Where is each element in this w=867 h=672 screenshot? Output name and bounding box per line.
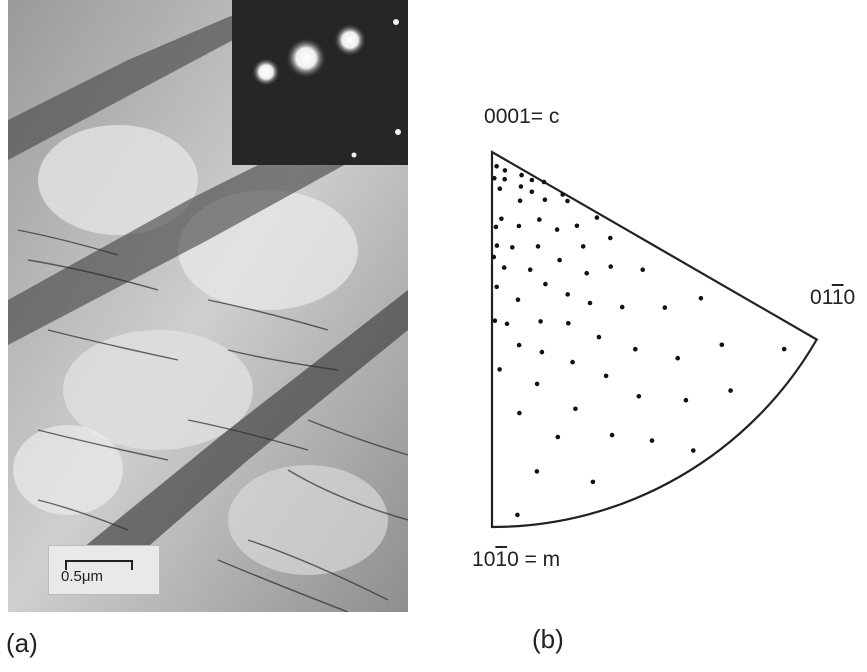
miller-index-digit: 0 [495, 105, 508, 128]
ipf-point [719, 342, 725, 348]
ipf-point [603, 373, 609, 379]
miller-index-digit: 1 [831, 286, 844, 309]
miller-index-digit: 1 [519, 105, 531, 128]
pole-suffix: = c [530, 105, 560, 128]
miller-index-digit: 1 [472, 548, 484, 571]
ipf-point [534, 469, 540, 474]
ipf-point [504, 321, 510, 327]
ipf-point [608, 235, 613, 241]
ipf-point [517, 198, 523, 203]
ipf-points [491, 164, 787, 518]
ipf-point [493, 224, 499, 230]
ipf-point [675, 355, 680, 361]
ipf-point [596, 334, 602, 340]
pole-label-0001: 0001= c [484, 105, 559, 129]
ipf-point [594, 215, 600, 220]
ipf-point [565, 292, 570, 297]
ipf-point [566, 321, 571, 326]
ipf-point [541, 179, 547, 185]
ipf-point [527, 267, 533, 272]
ipf-point [494, 243, 500, 248]
ipf-point [537, 217, 542, 222]
ipf-point [501, 265, 507, 270]
ipf-point [510, 245, 515, 250]
ipf-point [662, 305, 668, 310]
miller-index-digit: 1 [821, 286, 832, 309]
ipf-point [535, 244, 541, 249]
ipf-point [529, 177, 535, 183]
scale-bar [65, 560, 133, 570]
pole-label-01-10: 0110 [810, 286, 855, 310]
ipf-point [683, 397, 689, 403]
pole-suffix: = m [518, 548, 561, 571]
ipf-point [781, 346, 787, 352]
ipf-point [633, 346, 638, 352]
ipf-point [573, 406, 578, 412]
ipf-point [649, 438, 655, 443]
ipf-point [492, 318, 498, 323]
ipf-point [497, 367, 502, 372]
scale-bar-box: 0.5μm [48, 545, 160, 595]
ipf-point [543, 281, 548, 287]
ipf-point [542, 197, 548, 202]
miller-index-digit: 0 [843, 286, 856, 309]
miller-index-digit: 0 [507, 105, 520, 128]
ipf-point [580, 244, 586, 249]
tem-micrograph: 0.5μm [8, 0, 408, 612]
panel-label-a: (a) [6, 628, 38, 658]
miller-index-digit: 0 [810, 286, 822, 309]
ipf-point [515, 512, 520, 518]
ipf-point [539, 349, 545, 355]
ipf-point [557, 257, 562, 263]
ipf-point [516, 223, 522, 229]
micrograph-image [8, 0, 408, 612]
ipf-point [538, 319, 543, 324]
ipf-point [497, 186, 503, 191]
ipf-point [518, 184, 524, 189]
ipf-triangle-outline [490, 150, 819, 529]
ipf-point [609, 432, 615, 438]
ipf-point [590, 479, 596, 485]
scale-bar-label: 0.5μm [61, 568, 103, 585]
ipf-point [515, 297, 521, 302]
miller-index-digit: 0 [483, 548, 496, 571]
pole-label-10-10: 1010 = m [472, 548, 560, 572]
ipf-point [691, 448, 696, 453]
ipf-point [555, 434, 561, 440]
miller-index-digit: 1 [495, 548, 508, 571]
ipf-point [494, 284, 499, 290]
ipf-point [554, 227, 560, 232]
ipf-point [698, 296, 704, 301]
ipf-point [502, 168, 508, 173]
ipf-point [584, 270, 589, 276]
ipf-point [565, 198, 570, 204]
ipf-point [491, 254, 497, 260]
miller-index-digit: 0 [507, 548, 519, 571]
ipf-point [636, 394, 642, 399]
inverse-pole-figure [490, 150, 819, 529]
ipf-point [534, 381, 540, 387]
ipf-point [492, 175, 497, 181]
ipf-point [574, 223, 580, 229]
ipf-point [517, 410, 522, 416]
ipf-point [519, 172, 524, 178]
ipf-point [516, 342, 522, 348]
ipf-point [619, 304, 625, 310]
ipf-point [494, 164, 499, 169]
panel-label-b: (b) [532, 624, 564, 654]
ipf-point [499, 216, 504, 222]
ipf-point [587, 300, 593, 306]
ipf-point [570, 359, 575, 365]
ipf-point [529, 189, 535, 195]
ipf-point [728, 388, 733, 393]
ipf-point [560, 192, 565, 197]
ipf-point [608, 264, 613, 269]
ipf-point [502, 176, 507, 182]
ipf-point [640, 267, 645, 272]
miller-index-digit: 0 [484, 105, 496, 128]
